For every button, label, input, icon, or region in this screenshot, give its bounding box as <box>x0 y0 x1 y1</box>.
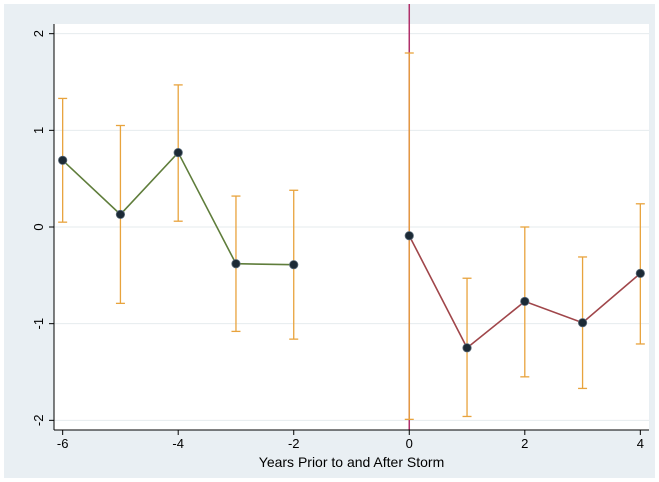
data-point <box>231 259 241 269</box>
y-tick-label: -1 <box>31 318 46 330</box>
point-markers <box>58 147 645 353</box>
data-point <box>520 296 530 307</box>
chart-frame: -2 -1 0 1 2 -6 -4 -2 0 2 4 Years Prior to and Afte… <box>4 4 655 478</box>
y-tick-label: 0 <box>31 223 46 230</box>
data-point <box>115 209 126 220</box>
x-tick-label: -2 <box>288 436 300 451</box>
data-point <box>462 343 472 353</box>
data-point <box>635 268 645 278</box>
gridlines <box>54 33 649 421</box>
data-point <box>404 231 414 241</box>
x-tick-label: 4 <box>637 436 644 451</box>
data-point <box>173 147 183 158</box>
y-tick-label: 1 <box>31 127 46 134</box>
y-tick-label: -2 <box>31 415 46 427</box>
x-tick-label: 0 <box>406 436 413 451</box>
event-study-chart: -2 -1 0 1 2 -6 -4 -2 0 2 4 Years Prior to and Afte… <box>31 4 649 470</box>
x-tick-label: -4 <box>172 436 184 451</box>
x-axis-title: Years Prior to and After Storm <box>259 454 444 470</box>
x-tick-label: 2 <box>521 436 528 451</box>
data-point <box>289 260 299 270</box>
x-tick-label: -6 <box>57 436 69 451</box>
y-tick-label: 2 <box>31 30 46 37</box>
ticks: -2 -1 0 1 2 -6 -4 -2 0 2 4 <box>31 30 644 451</box>
data-point <box>58 155 68 165</box>
data-point <box>577 318 588 328</box>
